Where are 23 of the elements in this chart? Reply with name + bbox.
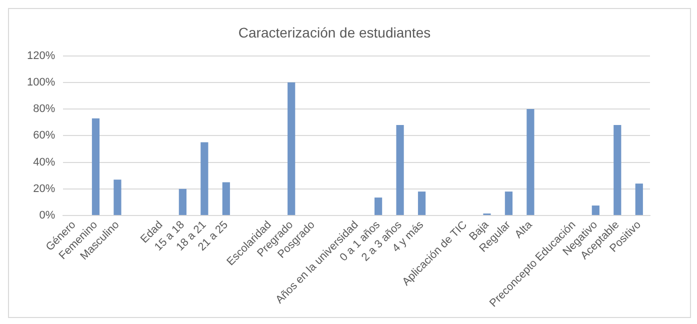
- bar: [592, 206, 600, 216]
- bar: [526, 109, 534, 216]
- bar: [614, 125, 622, 216]
- bar: [92, 118, 100, 216]
- x-tick-label: Alta: [512, 218, 536, 241]
- chart-title: Caracterización de estudiantes: [238, 24, 431, 40]
- y-tick-label: 100%: [26, 76, 56, 88]
- bar: [418, 192, 426, 216]
- bar: [114, 180, 122, 216]
- bar: [288, 82, 296, 216]
- y-tick-label: 0%: [39, 210, 56, 222]
- y-tick-label: 80%: [33, 103, 56, 116]
- y-tick-label: 20%: [33, 182, 56, 195]
- bar: [374, 198, 382, 216]
- y-tick-label: 120%: [26, 50, 56, 62]
- y-tick-label: 40%: [33, 156, 56, 168]
- bar: [178, 188, 186, 216]
- bar: [396, 125, 404, 216]
- bar: [222, 182, 230, 216]
- bar: [200, 142, 208, 216]
- bar: [504, 192, 513, 216]
- y-tick-label: 60%: [33, 130, 56, 142]
- bar: [635, 184, 643, 216]
